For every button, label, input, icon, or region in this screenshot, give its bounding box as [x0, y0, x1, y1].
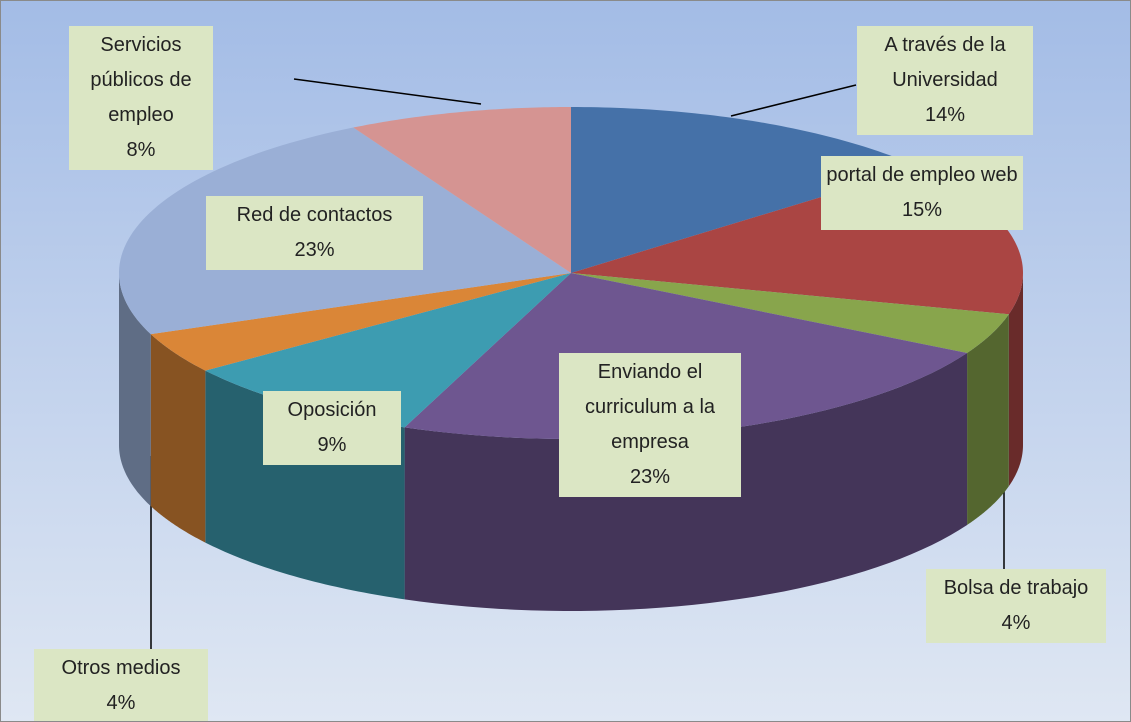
label-name: A través de la Universidad — [884, 34, 1006, 91]
label-name: Bolsa de trabajo — [943, 577, 1089, 599]
label-value: 23% — [629, 466, 671, 488]
slice — [150, 334, 206, 543]
slice — [1008, 273, 1023, 487]
data-label: portal de empleo web 15% — [821, 156, 1023, 230]
data-label: A través de la Universidad 14% — [857, 26, 1033, 135]
data-label: Oposición 9% — [263, 391, 401, 465]
slice-top — [571, 107, 920, 273]
data-label: Servicios públicos de empleo 8% — [69, 26, 213, 170]
leader-line — [293, 78, 482, 105]
label-name: Servicios públicos de empleo — [90, 34, 192, 126]
label-name: Otros medios — [61, 657, 181, 679]
slice-side — [119, 273, 151, 507]
label-value: 23% — [294, 239, 335, 261]
slice — [119, 273, 151, 507]
slice-top — [571, 273, 1009, 353]
label-name: Enviando el curriculum a la empresa — [584, 361, 716, 453]
label-value: 15% — [901, 199, 943, 221]
label-value: 9% — [317, 434, 347, 456]
label-name: Oposición — [287, 399, 377, 421]
slice-side — [1008, 273, 1023, 487]
label-value: 4% — [1001, 612, 1031, 634]
slice-top — [353, 107, 571, 273]
data-label: Enviando el curriculum a la empresa 23% — [559, 353, 741, 497]
data-label: Otros medios 4% — [34, 649, 208, 721]
label-value: 14% — [924, 104, 966, 126]
label-value: 4% — [106, 692, 136, 714]
data-label: Bolsa de trabajo 4% — [926, 569, 1106, 643]
slice-side — [150, 334, 206, 543]
label-value: 8% — [126, 139, 156, 161]
slice-top — [205, 273, 571, 428]
slice — [967, 314, 1009, 525]
label-name: Red de contactos — [236, 204, 393, 226]
label-name: portal de empleo web — [826, 164, 1018, 186]
leader-line — [730, 84, 857, 117]
slice-top — [150, 273, 571, 371]
slice-side — [967, 314, 1009, 525]
data-label: Red de contactos 23% — [206, 196, 423, 270]
